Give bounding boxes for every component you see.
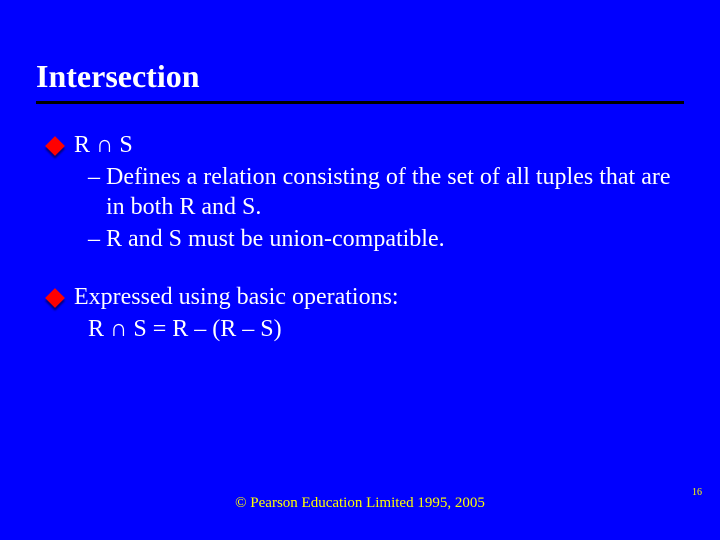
dash-icon: – — [88, 162, 100, 192]
footer-copyright: © Pearson Education Limited 1995, 2005 — [0, 495, 720, 512]
bullet-item: R ∩ S — [48, 130, 680, 160]
bullet-text: R ∩ S — [74, 130, 680, 160]
content-area: R ∩ S – Defines a relation consisting of… — [48, 130, 680, 344]
slide-title: Intersection — [36, 58, 684, 101]
sub-text: Defines a relation consisting of the set… — [106, 162, 680, 222]
bullet-item: Expressed using basic operations: — [48, 282, 680, 312]
dash-icon: – — [88, 224, 100, 254]
diamond-bullet-icon — [45, 288, 65, 308]
sub-item: – Defines a relation consisting of the s… — [88, 162, 680, 222]
title-area: Intersection — [36, 58, 684, 104]
equation-line: R ∩ S = R – (R – S) — [88, 314, 680, 344]
diamond-bullet-icon — [45, 136, 65, 156]
slide: Intersection R ∩ S – Defines a relation … — [0, 0, 720, 540]
title-underline — [36, 101, 684, 104]
sub-item: – R and S must be union-compatible. — [88, 224, 680, 254]
sub-text: R and S must be union-compatible. — [106, 224, 680, 254]
page-number: 16 — [692, 487, 702, 498]
bullet-text: Expressed using basic operations: — [74, 282, 680, 312]
